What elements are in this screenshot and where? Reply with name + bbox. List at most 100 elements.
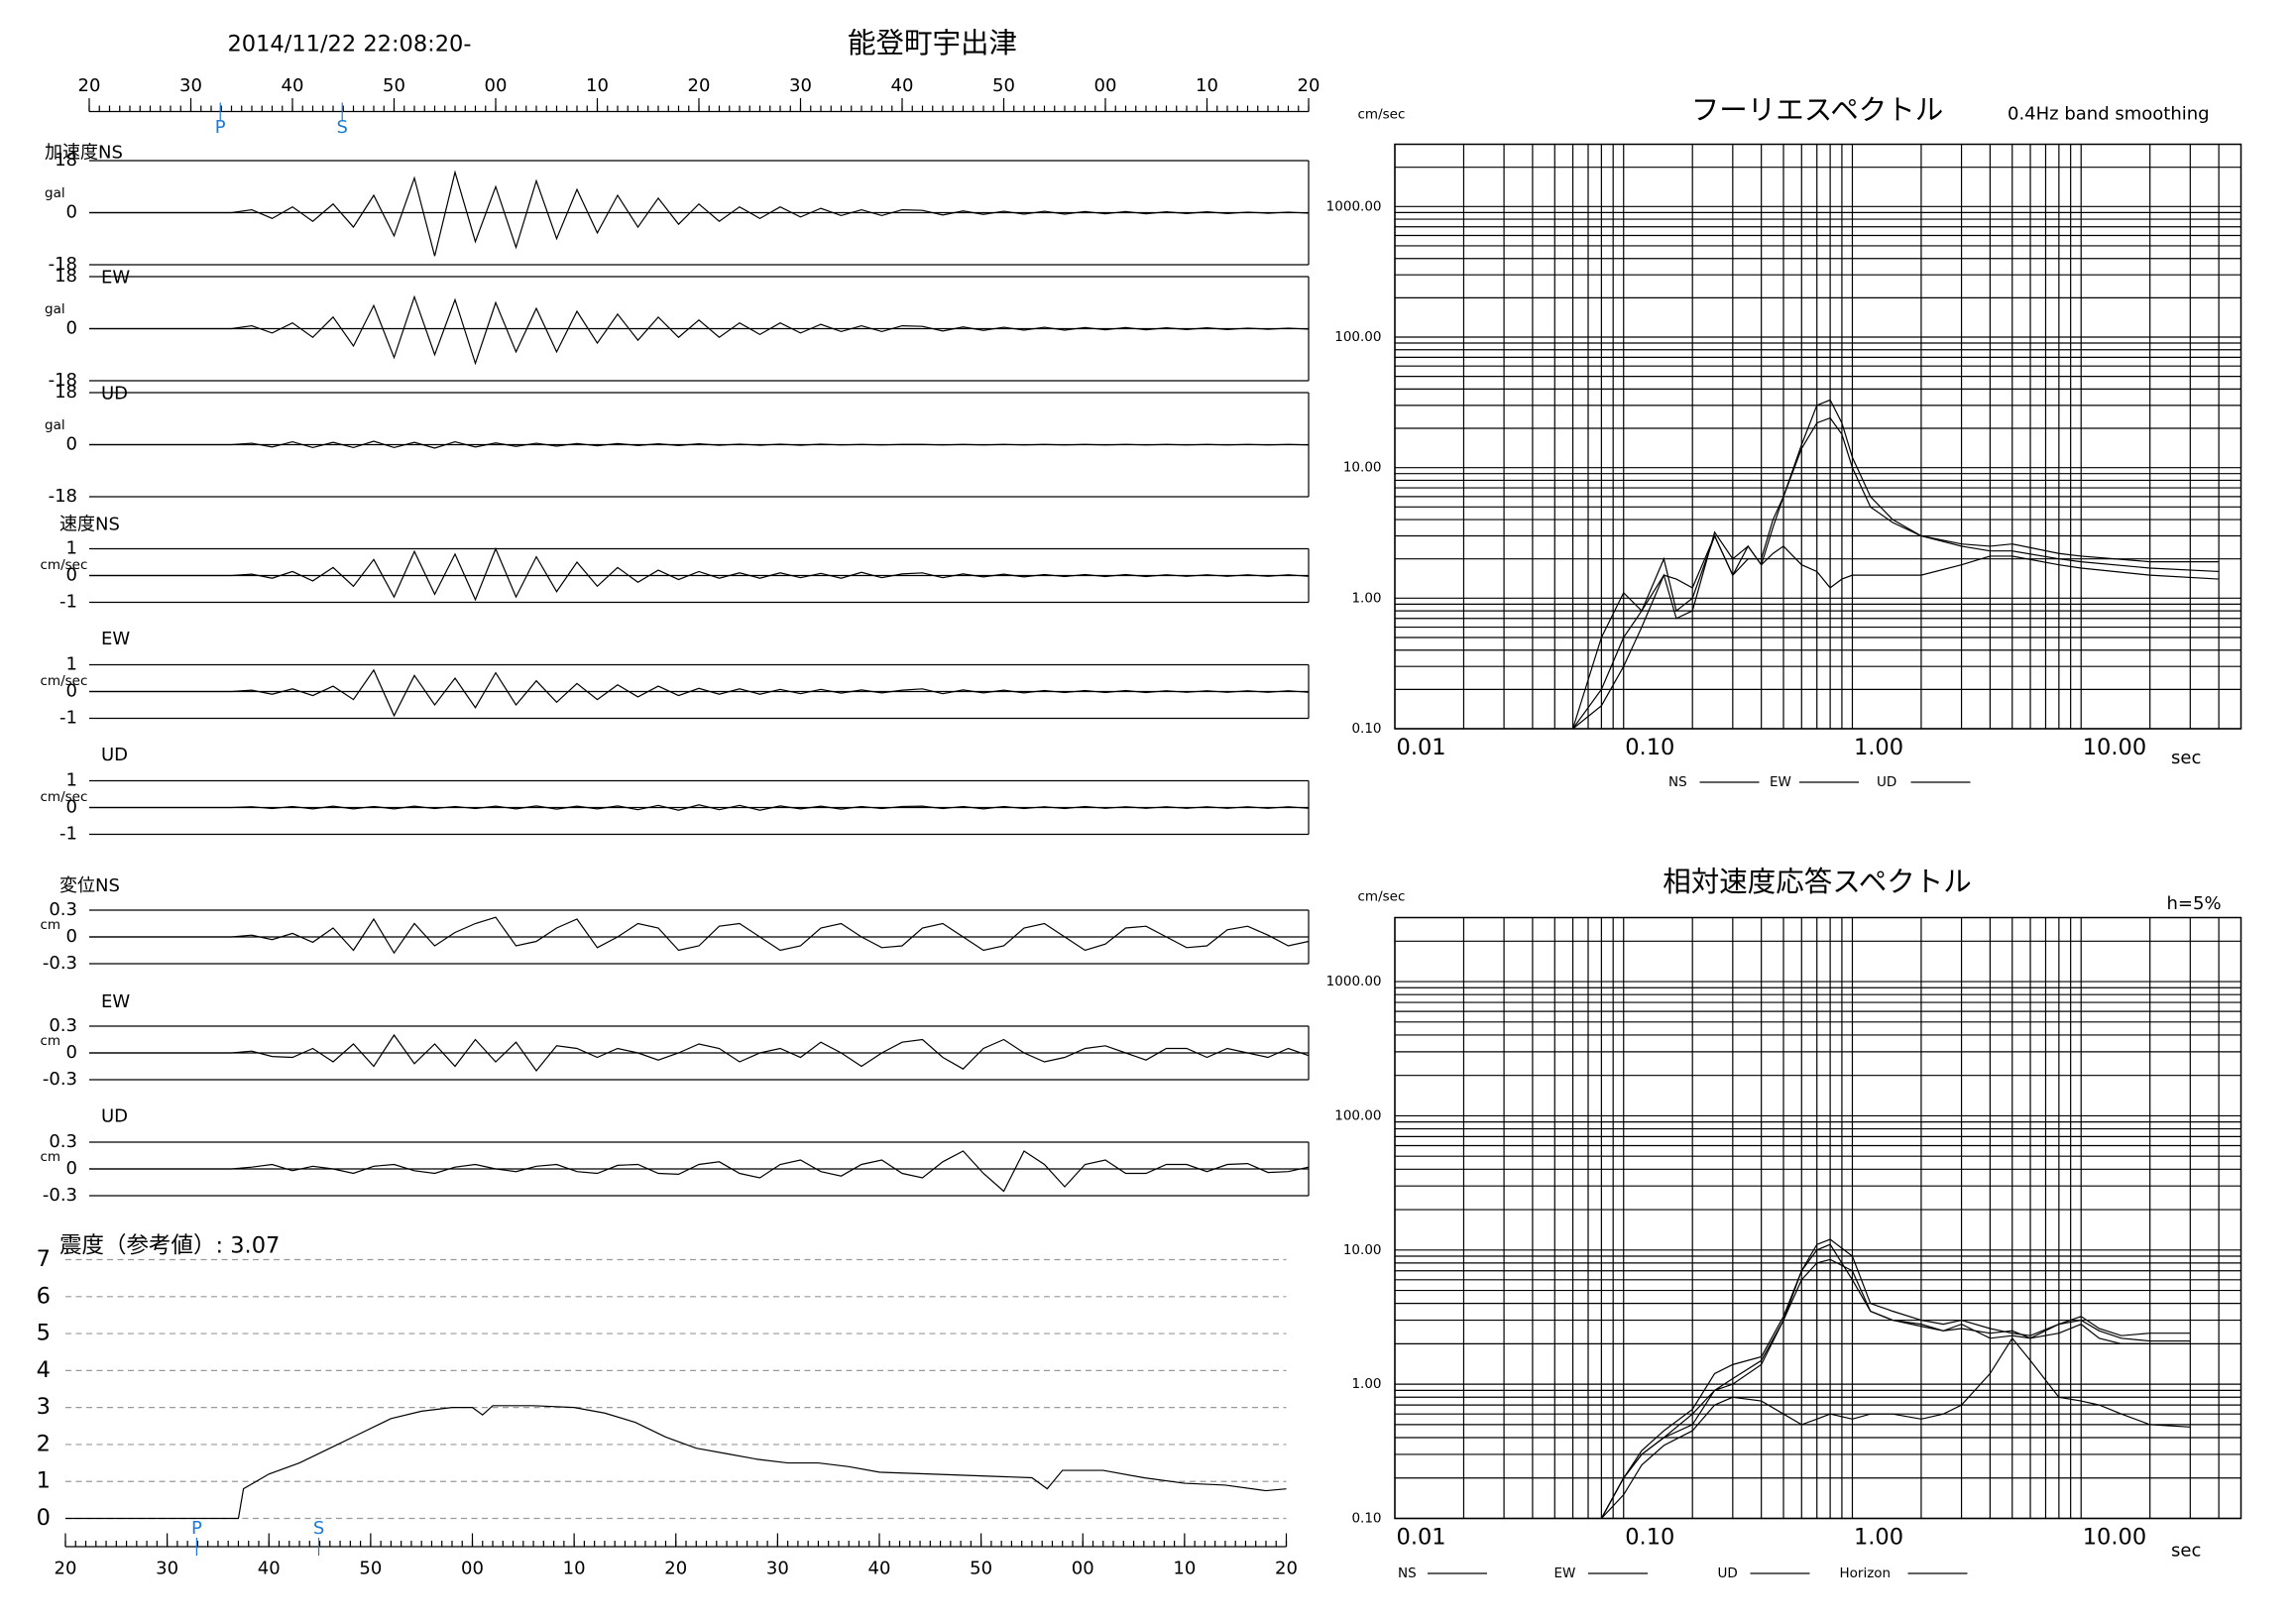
x-tick-label: 0.01: [1397, 735, 1446, 760]
y-tick-label: 18: [55, 382, 77, 403]
series-line: [1600, 1336, 2191, 1519]
panel-unit: gal: [45, 185, 65, 201]
y-tick-label: 1000.00: [1326, 198, 1382, 214]
intensity-line: [65, 1405, 1287, 1520]
phase-label: S: [337, 117, 348, 138]
x-tick-label: 10: [1173, 1559, 1196, 1579]
x-tick-label: 1.00: [1854, 735, 1903, 760]
series-line: [1572, 399, 2220, 730]
waveform: [89, 294, 1310, 366]
waveform: [89, 546, 1310, 602]
y-tick-label: -18: [49, 486, 77, 507]
panel-name: 変位NS: [59, 875, 120, 896]
legend-label: EW: [1554, 1565, 1576, 1581]
panel-unit: cm/sec: [41, 673, 88, 689]
y-tick-label: 1.00: [1351, 590, 1381, 606]
x-tick-label: 50: [970, 1559, 992, 1579]
x-tick-label: 00: [485, 75, 508, 96]
x-tick-label: 10: [1196, 75, 1218, 96]
x-axis-label: sec: [2171, 1541, 2201, 1562]
x-tick-label: 40: [258, 1559, 281, 1579]
legend-label: NS: [1398, 1565, 1417, 1581]
legend-label: Horizon: [1840, 1565, 1892, 1581]
y-tick-label: 5: [37, 1321, 51, 1346]
panel-name: UD: [101, 745, 128, 765]
chart-note: h=5%: [2167, 893, 2222, 914]
x-tick-label: 00: [1072, 1559, 1094, 1579]
y-tick-label: 10.00: [1343, 460, 1382, 476]
x-tick-label: 50: [992, 75, 1015, 96]
x-tick-label: 00: [1094, 75, 1117, 96]
y-tick-label: -1: [59, 708, 77, 729]
y-tick-label: 1000.00: [1326, 974, 1382, 989]
panel-name: UD: [101, 1106, 128, 1127]
x-tick-label: 0.01: [1397, 1525, 1446, 1551]
legend-label: EW: [1770, 774, 1791, 790]
y-tick-label: 100.00: [1334, 1107, 1381, 1123]
waveform: [89, 440, 1310, 449]
series-line: [1600, 1238, 2191, 1519]
y-tick-label: 0: [66, 1158, 77, 1179]
y-tick-label: 0: [66, 565, 77, 586]
y-tick-label: 1: [66, 654, 77, 675]
x-tick-label: 10: [586, 75, 609, 96]
waveform: [89, 804, 1310, 811]
panel-unit: cm/sec: [41, 557, 88, 573]
y-tick-label: -1: [59, 824, 77, 845]
y-tick-label: 0: [66, 681, 77, 702]
panel-name: 加速度NS: [45, 143, 123, 164]
x-tick-label: 0.10: [1625, 1525, 1674, 1551]
y-tick-label: 1: [37, 1468, 51, 1494]
legend-label: UD: [1718, 1565, 1738, 1581]
plot-frame: [1394, 916, 2242, 1520]
x-tick-label: 10.00: [2083, 1525, 2146, 1551]
y-tick-label: 2: [37, 1431, 51, 1456]
x-tick-label: 30: [789, 75, 812, 96]
x-tick-label: 0.10: [1625, 735, 1674, 760]
x-tick-label: 20: [55, 1559, 77, 1579]
x-tick-label: 10: [563, 1559, 586, 1579]
y-tick-label: 0.10: [1351, 721, 1381, 737]
legend-label: NS: [1668, 774, 1687, 790]
phase-label: P: [215, 117, 226, 138]
y-axis-label: cm/sec: [1358, 107, 1406, 123]
panel-unit: cm: [41, 1149, 61, 1165]
panel-unit: cm: [41, 1033, 61, 1049]
panel-name: EW: [101, 268, 130, 289]
y-tick-label: 0.3: [49, 1131, 77, 1152]
x-tick-label: 20: [78, 75, 101, 96]
x-tick-label: 50: [383, 75, 405, 96]
legend-label: UD: [1877, 774, 1896, 790]
x-tick-label: 00: [461, 1559, 484, 1579]
y-tick-label: -0.3: [43, 953, 77, 974]
y-tick-label: 100.00: [1334, 329, 1381, 345]
y-tick-label: -0.3: [43, 1185, 77, 1206]
y-axis-label: cm/sec: [1358, 889, 1406, 905]
x-tick-label: 40: [868, 1559, 891, 1579]
x-tick-label: 40: [891, 75, 914, 96]
series-line: [1600, 1258, 2191, 1519]
y-tick-label: 1.00: [1351, 1376, 1381, 1392]
panel-name: 速度NS: [59, 515, 120, 535]
x-tick-label: 20: [1298, 75, 1320, 96]
chart-note: 0.4Hz band smoothing: [2008, 104, 2210, 125]
y-tick-label: -0.3: [43, 1069, 77, 1090]
waveform: [89, 1033, 1310, 1072]
series-line: [1571, 534, 2220, 730]
series-line: [1572, 416, 2220, 730]
x-tick-label: 30: [156, 1559, 178, 1579]
x-tick-label: 30: [766, 1559, 789, 1579]
y-tick-label: 7: [37, 1246, 51, 1272]
panel-name: EW: [101, 629, 130, 649]
panel-unit: cm/sec: [41, 789, 88, 805]
x-tick-label: 40: [282, 75, 304, 96]
y-tick-label: 0.3: [49, 1015, 77, 1036]
y-tick-label: 0: [66, 202, 77, 223]
y-tick-label: 6: [37, 1283, 51, 1309]
panel-name: EW: [101, 991, 130, 1012]
y-tick-label: -18: [49, 254, 77, 275]
y-tick-label: 10.00: [1343, 1242, 1382, 1258]
y-tick-label: 0: [66, 434, 77, 455]
y-tick-label: 18: [55, 150, 77, 171]
y-tick-label: 0: [37, 1505, 51, 1531]
